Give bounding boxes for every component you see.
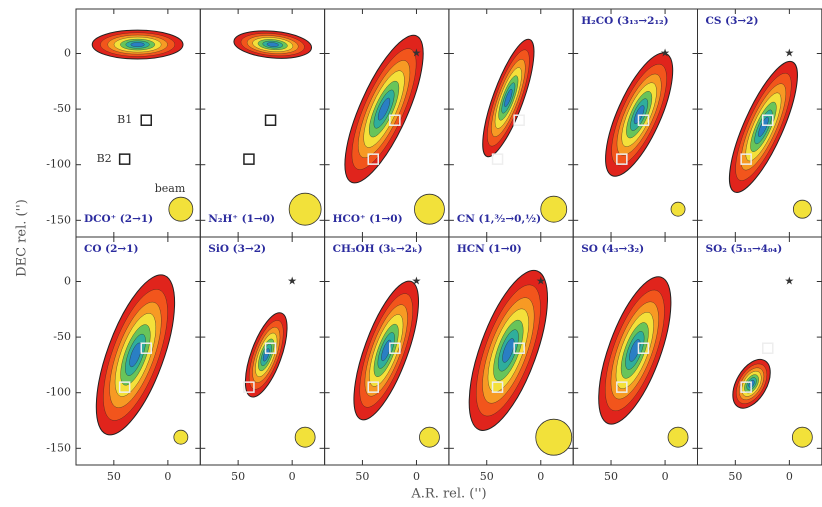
panel-label: CO (2→1)	[84, 243, 139, 255]
position-marker	[493, 154, 503, 164]
y-tick-label: -100	[46, 158, 71, 171]
star-marker: ★	[784, 274, 794, 287]
map	[473, 34, 567, 222]
panel-label: CH₃OH (3ₖ→2ₖ)	[333, 243, 423, 255]
x-tick-label: 0	[289, 470, 296, 483]
star-marker: ★	[412, 274, 422, 287]
y-tick-label: -150	[46, 213, 71, 226]
panel-label: SO₂ (5₁₅→4₀₄)	[706, 243, 783, 255]
panel: ★ 50 0 SO₂ (5₁₅→4₀₄)	[698, 237, 822, 483]
panel-label: CN (1,³⁄₂→0,½)	[457, 213, 541, 225]
x-tick-label: 0	[662, 470, 669, 483]
x-tick-label: 50	[107, 470, 121, 483]
x-tick-label: 0	[537, 470, 544, 483]
y-tick-label: -100	[46, 386, 71, 399]
star-marker: ★	[287, 274, 297, 287]
x-tick-label: 50	[480, 470, 494, 483]
position-marker	[120, 154, 130, 164]
x-tick-label: 50	[728, 470, 742, 483]
x-tick-label: 50	[355, 470, 369, 483]
panel: 50 0 0 -50 -100 -150 CO (2→1)	[46, 237, 200, 483]
beam	[169, 197, 193, 221]
x-tick-label: 0	[164, 470, 171, 483]
panel-label: HCN (1→0)	[457, 243, 522, 255]
star-marker: ★	[412, 46, 422, 59]
beam	[295, 427, 315, 447]
panel-label: CS (3→2)	[706, 15, 759, 27]
beam	[174, 430, 188, 444]
x-axis-label: A.R. rel. ('')	[410, 487, 486, 502]
panel: N₂H⁺ (1→0)	[200, 9, 324, 237]
beam	[541, 196, 567, 222]
panel-label: HCO⁺ (1→0)	[333, 213, 403, 225]
map: ★	[453, 261, 572, 455]
x-tick-label: 0	[786, 470, 793, 483]
annotation: B1	[117, 113, 132, 126]
panel-label: DCO⁺ (2→1)	[84, 213, 153, 225]
panel: ★ HCO⁺ (1→0)	[325, 9, 449, 237]
panel-label: SiO (3→2)	[208, 243, 266, 255]
beam	[414, 194, 444, 224]
star-marker: ★	[784, 46, 794, 59]
map: ★	[330, 26, 445, 224]
figure: DEC rel. ('') A.R. rel. ('') 0 -50 -100 -15…	[0, 0, 822, 507]
map: ★	[237, 274, 315, 447]
panel-label: N₂H⁺ (1→0)	[208, 213, 275, 225]
position-marker	[244, 154, 254, 164]
map: ★	[592, 45, 686, 216]
star-marker: ★	[536, 274, 546, 287]
annotation: beam	[155, 182, 186, 195]
x-tick-label: 50	[604, 470, 618, 483]
y-tick-label: 0	[64, 46, 71, 59]
annotation: B2	[97, 152, 112, 165]
position-marker	[763, 343, 773, 353]
map: ★	[717, 46, 812, 218]
beam	[419, 427, 439, 447]
map	[584, 268, 688, 447]
contour-level	[131, 42, 145, 46]
beam	[536, 419, 572, 455]
position-marker	[141, 115, 151, 125]
panel: 0 -50 -100 -150 DCO⁺ (2→1) B1 B2 beam	[46, 9, 200, 237]
y-tick-label: -50	[53, 330, 71, 343]
beam	[668, 427, 688, 447]
beam	[793, 200, 811, 218]
map: ★	[725, 274, 812, 447]
panel-label: SO (4₃→3₂)	[581, 243, 644, 255]
panel: CN (1,³⁄₂→0,½)	[449, 9, 573, 237]
star-marker: ★	[660, 46, 670, 59]
panel: ★ 50 0 CH₃OH (3ₖ→2ₖ)	[325, 237, 449, 483]
map	[80, 266, 191, 444]
map: ★	[341, 274, 440, 447]
beam	[289, 193, 321, 225]
panel: ★ 50 0 HCN (1→0)	[449, 237, 573, 483]
y-axis-label: DEC rel. ('')	[15, 199, 30, 277]
panel-label: H₂CO (3₁₃→2₁₂)	[581, 15, 668, 27]
map	[233, 28, 321, 225]
y-tick-label: -150	[46, 441, 71, 454]
position-marker	[266, 115, 276, 125]
beam	[792, 427, 812, 447]
x-tick-label: 0	[413, 470, 420, 483]
x-tick-label: 50	[231, 470, 245, 483]
y-tick-label: -50	[53, 102, 71, 115]
panel: ★ CS (3→2)	[698, 9, 822, 237]
panel: ★ H₂CO (3₁₃→2₁₂)	[573, 9, 697, 237]
panel: ★ 50 0 SiO (3→2)	[200, 237, 324, 483]
panel: 50 0 SO (4₃→3₂)	[573, 237, 697, 483]
y-tick-label: 0	[64, 274, 71, 287]
beam	[671, 202, 685, 216]
